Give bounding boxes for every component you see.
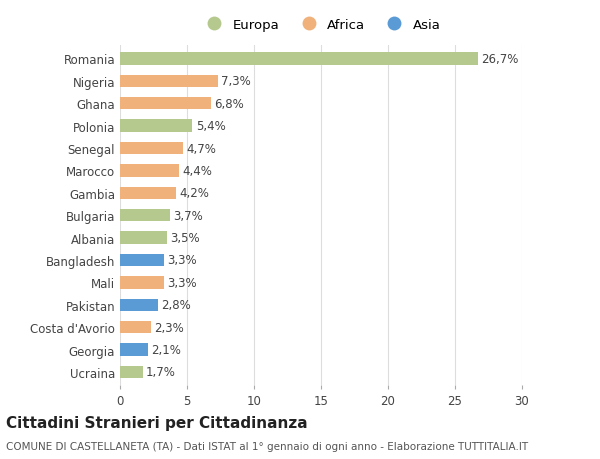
Bar: [120, 187, 176, 200]
Text: 2,3%: 2,3%: [154, 321, 184, 334]
Bar: [120, 232, 167, 244]
Text: 4,7%: 4,7%: [187, 142, 216, 155]
Bar: [120, 366, 143, 378]
Text: 6,8%: 6,8%: [214, 97, 244, 111]
Bar: [120, 120, 193, 133]
Text: 26,7%: 26,7%: [481, 53, 518, 66]
Text: 7,3%: 7,3%: [221, 75, 251, 88]
Bar: [120, 143, 183, 155]
Bar: [120, 321, 151, 334]
Text: Cittadini Stranieri per Cittadinanza: Cittadini Stranieri per Cittadinanza: [6, 415, 308, 431]
Text: COMUNE DI CASTELLANETA (TA) - Dati ISTAT al 1° gennaio di ogni anno - Elaborazio: COMUNE DI CASTELLANETA (TA) - Dati ISTAT…: [6, 441, 528, 451]
Bar: [120, 165, 179, 177]
Text: 3,5%: 3,5%: [170, 232, 200, 245]
Bar: [120, 299, 158, 311]
Legend: Europa, Africa, Asia: Europa, Africa, Asia: [201, 18, 441, 32]
Bar: [120, 210, 170, 222]
Bar: [120, 254, 164, 267]
Text: 4,4%: 4,4%: [182, 165, 212, 178]
Bar: [120, 98, 211, 110]
Text: 3,3%: 3,3%: [167, 276, 197, 289]
Text: 1,7%: 1,7%: [146, 366, 176, 379]
Bar: [120, 344, 148, 356]
Bar: [120, 76, 218, 88]
Bar: [120, 53, 478, 66]
Text: 2,1%: 2,1%: [151, 343, 181, 356]
Text: 5,4%: 5,4%: [196, 120, 226, 133]
Text: 2,8%: 2,8%: [161, 299, 191, 312]
Text: 4,2%: 4,2%: [179, 187, 209, 200]
Text: 3,3%: 3,3%: [167, 254, 197, 267]
Bar: [120, 277, 164, 289]
Text: 3,7%: 3,7%: [173, 209, 203, 222]
